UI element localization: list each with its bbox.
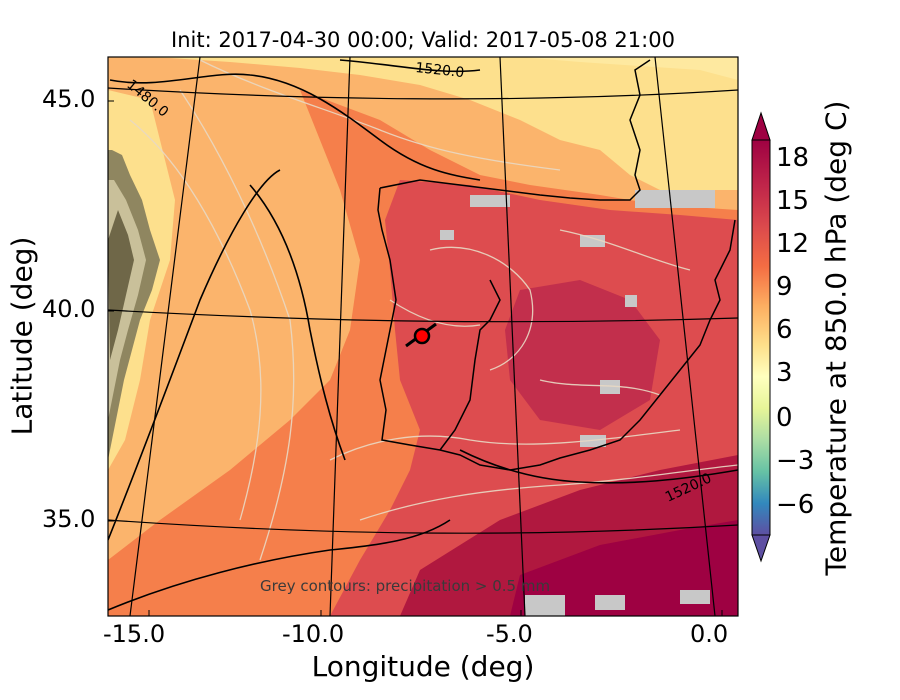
colorbar-tick-label: 9 bbox=[776, 272, 793, 302]
colorbar-tick-label: 12 bbox=[776, 229, 810, 259]
colorbar-min-arrow bbox=[751, 534, 771, 563]
colorbar-tick-label: 18 bbox=[776, 143, 810, 173]
geopotential-contours bbox=[108, 59, 738, 611]
y-tick-label: 45.0 bbox=[42, 85, 96, 113]
terrain-shading bbox=[108, 150, 160, 460]
precipitation-patches bbox=[440, 190, 715, 616]
colorbar-title: Temperature at 850.0 hPa (deg C) bbox=[819, 100, 853, 576]
colorbar-tick-label: −6 bbox=[776, 490, 815, 520]
colorbar-max-arrow bbox=[751, 111, 771, 141]
map-panel: 1520.0 1480.0 1520.0 bbox=[108, 57, 738, 616]
colorbar-tick-label: 0 bbox=[776, 403, 793, 433]
y-tick-label: 35.0 bbox=[42, 505, 96, 533]
hottest-central-region bbox=[505, 280, 660, 430]
precipitation-annotation: Grey contours: precipitation > 0.5 mm bbox=[260, 577, 551, 595]
station-marker bbox=[405, 322, 437, 348]
y-axis-label: Latitude (deg) bbox=[5, 236, 39, 436]
x-tick-label: 0.0 bbox=[690, 620, 729, 648]
x-tick-label: -15.0 bbox=[103, 620, 166, 648]
map-frame bbox=[107, 56, 739, 617]
colorbar-tick-label: 3 bbox=[776, 358, 793, 388]
y-tick-label: 40.0 bbox=[42, 295, 96, 323]
colorbar-tick-label: −3 bbox=[776, 446, 815, 476]
x-tick-label: -5.0 bbox=[486, 620, 533, 648]
colorbar-tick-label: 15 bbox=[776, 186, 810, 216]
light-contours bbox=[129, 59, 738, 561]
page-title: Init: 2017-04-30 00:00; Valid: 2017-05-0… bbox=[171, 28, 675, 52]
x-tick-label: -10.0 bbox=[282, 620, 345, 648]
graticule bbox=[108, 57, 738, 616]
colorbar-tick-label: 6 bbox=[776, 315, 793, 345]
colorbar bbox=[751, 111, 771, 563]
axis-ticks bbox=[108, 100, 723, 616]
coastline bbox=[377, 59, 736, 471]
x-axis-label: Longitude (deg) bbox=[311, 650, 535, 683]
cool-region bbox=[108, 57, 738, 190]
contour-label-1: 1520.0 bbox=[415, 60, 465, 81]
